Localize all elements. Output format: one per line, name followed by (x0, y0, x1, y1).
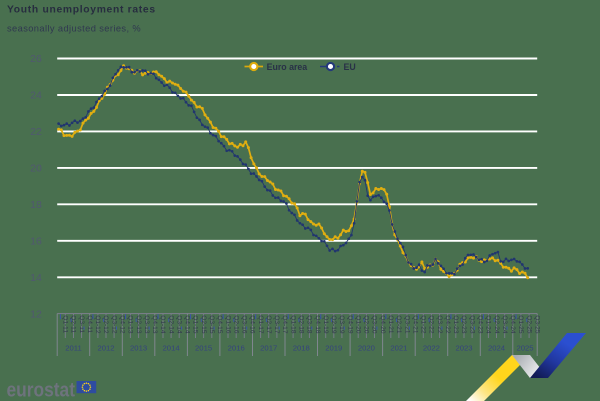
svg-text:Q2-23: Q2-23 (460, 315, 467, 334)
svg-text:18: 18 (30, 199, 42, 211)
svg-text:Q4-11: Q4-11 (86, 315, 93, 333)
svg-text:Q4-23: Q4-23 (477, 315, 484, 334)
svg-text:2023: 2023 (455, 344, 472, 353)
svg-text:Q2-18: Q2-18 (298, 315, 305, 334)
svg-text:2024: 2024 (488, 344, 506, 353)
svg-text:2017: 2017 (260, 344, 277, 353)
svg-text:eurostat: eurostat (7, 378, 76, 401)
svg-text:Q1-19: Q1-19 (322, 315, 329, 334)
svg-text:Q1-25: Q1-25 (517, 315, 524, 334)
svg-text:2020: 2020 (358, 344, 375, 353)
svg-text:seasonally adjusted series, %: seasonally adjusted series, % (7, 24, 141, 34)
svg-text:22: 22 (30, 126, 42, 138)
svg-text:Q2-24: Q2-24 (493, 315, 500, 334)
svg-text:Q1-11: Q1-11 (62, 315, 69, 333)
svg-text:Q4-13: Q4-13 (151, 315, 158, 334)
svg-text:Youth unemployment rates: Youth unemployment rates (7, 5, 156, 16)
svg-text:Q2-22: Q2-22 (428, 315, 435, 334)
svg-text:24: 24 (30, 90, 42, 102)
svg-text:Q2-17: Q2-17 (265, 315, 272, 334)
svg-text:Q1-16: Q1-16 (224, 315, 231, 334)
svg-text:Q3-17: Q3-17 (273, 315, 280, 334)
svg-text:Q3-19: Q3-19 (338, 315, 345, 334)
svg-text:Q4-19: Q4-19 (346, 315, 353, 334)
svg-text:EU: EU (344, 62, 356, 72)
svg-text:Q2-15: Q2-15 (200, 315, 207, 334)
svg-text:Q2-16: Q2-16 (232, 315, 239, 334)
svg-text:2012: 2012 (97, 344, 114, 353)
svg-text:Q4-14: Q4-14 (184, 315, 191, 334)
svg-text:Q3-22: Q3-22 (436, 315, 443, 334)
svg-text:Q1-17: Q1-17 (257, 315, 264, 334)
svg-text:Q2-12: Q2-12 (102, 315, 109, 334)
svg-text:Q2-25: Q2-25 (525, 315, 532, 334)
svg-text:Q4-20: Q4-20 (379, 315, 386, 334)
svg-text:Q1-15: Q1-15 (192, 315, 199, 334)
svg-text:Q2-21: Q2-21 (395, 315, 402, 334)
svg-text:Q3-25: Q3-25 (533, 315, 540, 334)
svg-text:Q1-22: Q1-22 (420, 315, 427, 334)
svg-text:Q3-11: Q3-11 (78, 315, 85, 333)
svg-text:2015: 2015 (195, 344, 212, 353)
svg-text:Q4-21: Q4-21 (411, 315, 418, 334)
svg-text:2021: 2021 (390, 344, 407, 353)
svg-text:Q2-19: Q2-19 (330, 315, 337, 334)
svg-text:2018: 2018 (293, 344, 310, 353)
svg-text:Q2-14: Q2-14 (167, 315, 174, 334)
svg-text:Q1-18: Q1-18 (289, 315, 296, 334)
svg-text:2016: 2016 (228, 344, 245, 353)
svg-text:14: 14 (30, 272, 42, 284)
svg-text:Q4-12: Q4-12 (119, 315, 126, 334)
svg-text:2025: 2025 (516, 344, 533, 353)
svg-text:Q1-20: Q1-20 (354, 315, 361, 334)
svg-text:20: 20 (30, 163, 42, 175)
svg-text:Q1-24: Q1-24 (485, 315, 492, 334)
svg-text:Q3-24: Q3-24 (501, 315, 508, 334)
svg-text:Q4-16: Q4-16 (249, 315, 256, 334)
svg-text:Q1-21: Q1-21 (387, 315, 394, 334)
svg-text:2013: 2013 (130, 344, 147, 353)
svg-text:Q2-20: Q2-20 (363, 315, 370, 334)
svg-text:Q4-15: Q4-15 (216, 315, 223, 334)
svg-text:Q3-18: Q3-18 (306, 315, 313, 334)
svg-text:Q1-12: Q1-12 (94, 315, 101, 334)
svg-text:Q3-20: Q3-20 (371, 315, 378, 334)
svg-text:Q3-15: Q3-15 (208, 315, 215, 334)
svg-text:Q4-18: Q4-18 (314, 315, 321, 334)
svg-text:Q3-16: Q3-16 (241, 315, 248, 334)
svg-text:Euro area: Euro area (267, 62, 308, 72)
svg-text:2014: 2014 (163, 344, 181, 353)
svg-text:Q2-11: Q2-11 (70, 315, 77, 333)
svg-text:12: 12 (30, 308, 42, 320)
svg-text:2022: 2022 (423, 344, 440, 353)
svg-text:Q1-14: Q1-14 (159, 315, 166, 334)
svg-text:16: 16 (30, 236, 42, 248)
svg-text:Q4-22: Q4-22 (444, 315, 451, 334)
svg-text:Q3-23: Q3-23 (468, 315, 475, 334)
svg-text:Q1-23: Q1-23 (452, 315, 459, 334)
svg-text:Q3-21: Q3-21 (403, 315, 410, 334)
svg-text:2011: 2011 (65, 344, 82, 353)
svg-text:26: 26 (30, 53, 42, 65)
svg-text:Q1-13: Q1-13 (127, 315, 134, 334)
svg-text:Q4-17: Q4-17 (281, 315, 288, 334)
svg-text:Q2-13: Q2-13 (135, 315, 142, 334)
svg-text:Q3-12: Q3-12 (110, 315, 117, 334)
svg-text:Q4-24: Q4-24 (509, 315, 516, 334)
svg-text:Q3-14: Q3-14 (176, 315, 183, 334)
svg-text:Q3-13: Q3-13 (143, 315, 150, 334)
svg-text:2019: 2019 (325, 344, 342, 353)
